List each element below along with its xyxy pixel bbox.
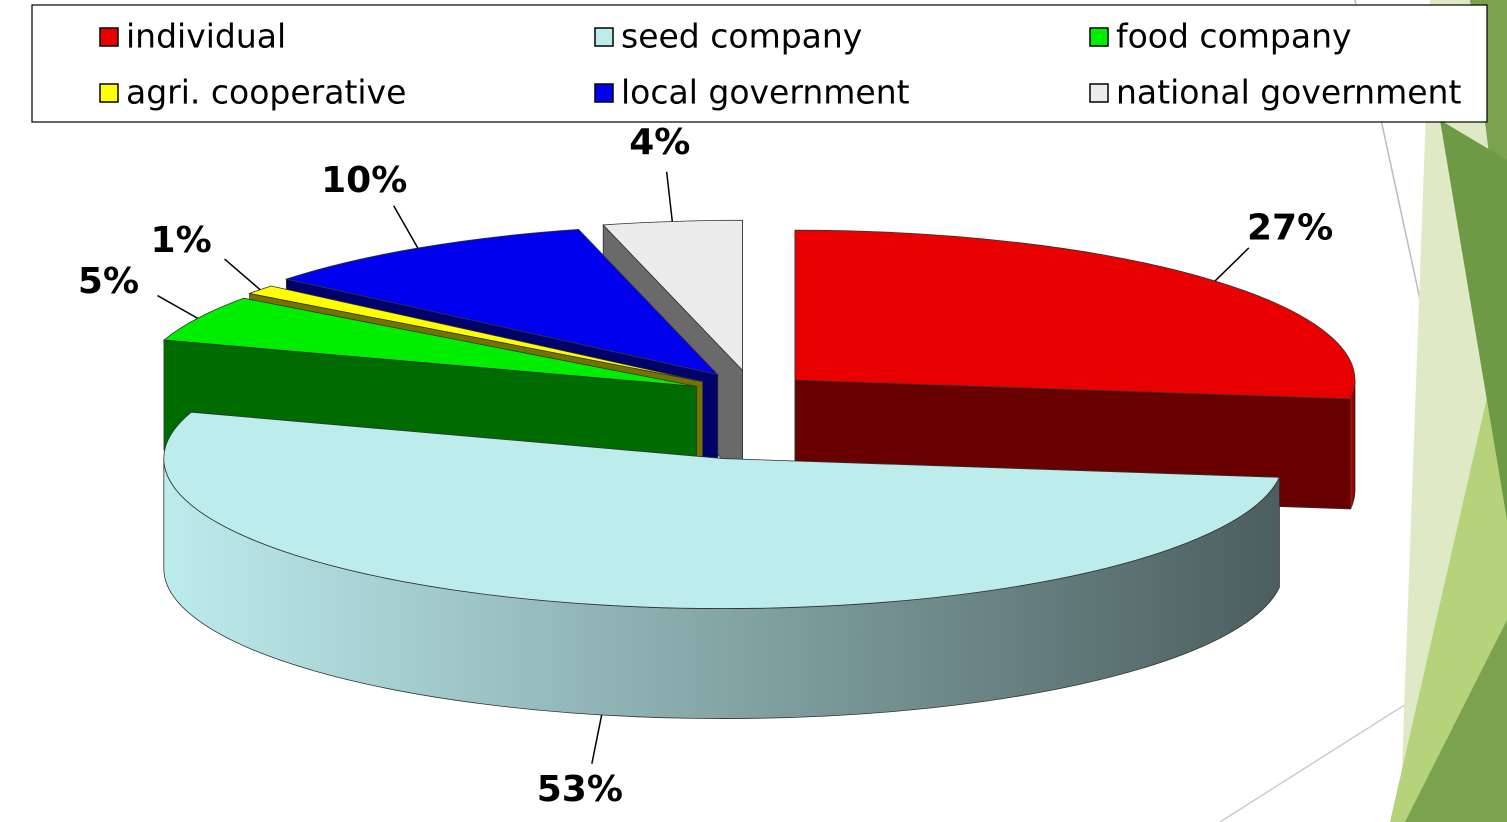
- legend-label: food company: [1116, 17, 1352, 56]
- slice-top: [162, 297, 697, 387]
- leader-line: [665, 171, 674, 222]
- pie: [162, 219, 1356, 719]
- slice-side: [1350, 380, 1356, 510]
- background-decoration: [1219, 0, 1507, 822]
- data-label: 53%: [537, 769, 623, 810]
- slice-top: [163, 411, 1281, 609]
- legend-swatch: [99, 83, 119, 103]
- leader-line: [591, 714, 603, 764]
- legend-label: individual: [126, 17, 286, 56]
- legend-box: [31, 4, 1488, 123]
- legend-swatch: [1089, 27, 1109, 47]
- legend-swatch: [594, 83, 614, 103]
- leader-line: [1214, 247, 1250, 282]
- legend: individual seed company food company agri. …: [99, 17, 1461, 112]
- data-label: 1%: [151, 220, 212, 261]
- data-label: 5%: [78, 261, 139, 302]
- slice-top: [794, 229, 1356, 400]
- legend-label: seed company: [621, 17, 862, 56]
- slice: [163, 411, 1281, 719]
- legend-swatch: [1089, 83, 1109, 103]
- legend-label: national government: [1116, 73, 1461, 112]
- legend-swatch: [99, 27, 119, 47]
- leader-line: [393, 205, 419, 249]
- legend-label: agri. cooperative: [126, 73, 406, 112]
- data-label: 27%: [1247, 207, 1333, 248]
- data-label: 10%: [321, 160, 407, 201]
- leader-line: [157, 294, 198, 319]
- slice-top: [602, 219, 743, 372]
- labels: 27% 53% 5% 1% 10% 4%: [78, 122, 1333, 810]
- data-label: 4%: [629, 122, 690, 163]
- legend-swatch: [594, 27, 614, 47]
- leader-line: [224, 258, 261, 291]
- legend-label: local government: [621, 73, 910, 112]
- slice-top: [284, 228, 720, 376]
